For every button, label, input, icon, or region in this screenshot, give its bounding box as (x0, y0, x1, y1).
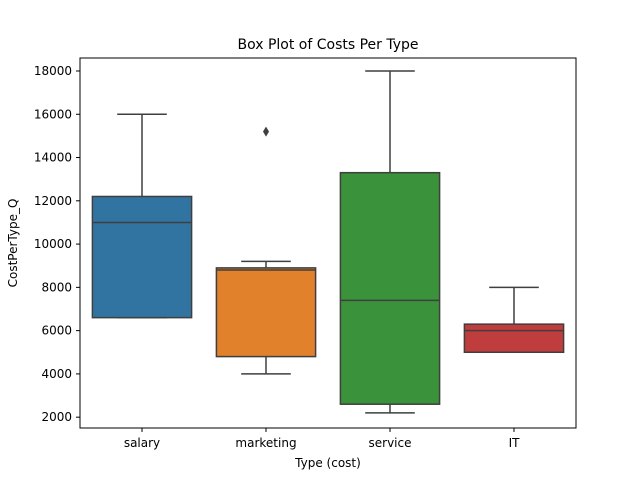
y-tick-label: 10000 (34, 237, 72, 251)
outlier-point (263, 126, 269, 137)
iqr-box (91, 195, 193, 319)
plot-frame (79, 57, 577, 429)
iqr-box (463, 323, 565, 354)
iqr-box (339, 171, 441, 405)
iqr-box (215, 267, 317, 358)
x-tick-label: salary (124, 436, 160, 450)
chart-title: Box Plot of Costs Per Type (237, 37, 418, 53)
y-tick-label: 4000 (41, 367, 72, 381)
y-axis-ticks: 2000 4000 6000 8000 10000 12000 14000 16000 1800… (34, 64, 80, 424)
box-IT (463, 286, 565, 354)
y-tick-label: 2000 (41, 410, 72, 424)
box-salary (91, 113, 193, 319)
y-tick-label: 8000 (41, 280, 72, 294)
y-tick-label: 18000 (34, 64, 72, 78)
x-axis-ticks: salary marketing service IT (124, 428, 520, 450)
plot-area-group (91, 70, 565, 414)
x-tick-label: IT (509, 436, 521, 450)
y-tick-label: 16000 (34, 107, 72, 121)
x-axis-label: Type (cost) (294, 456, 361, 470)
box-marketing (215, 126, 317, 375)
box-service (339, 70, 441, 414)
x-tick-label: marketing (235, 436, 296, 450)
y-tick-label: 14000 (34, 151, 72, 165)
y-axis-label: CostPerType_Q (6, 199, 20, 288)
y-tick-label: 12000 (34, 194, 72, 208)
y-tick-label: 6000 (41, 324, 72, 338)
x-tick-label: service (369, 436, 412, 450)
